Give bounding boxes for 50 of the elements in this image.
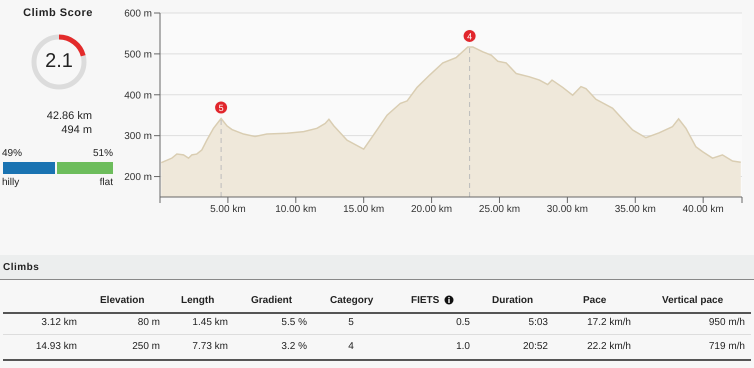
text: 250 m: [132, 341, 160, 352]
text: 3.2 %: [281, 341, 307, 352]
x-tick-label: 10.00 km: [275, 204, 316, 216]
text: Category: [330, 295, 374, 306]
text: flat: [100, 177, 113, 188]
text: 950 m/h: [708, 317, 745, 328]
text: FIETS: [411, 295, 440, 306]
text: hilly: [2, 177, 20, 188]
annotation: 5: [218, 102, 224, 113]
y-tick-label: 200 m: [124, 172, 152, 184]
text: Gradient: [251, 295, 292, 306]
text: 2.1: [44, 50, 74, 73]
text: 5.5 %: [281, 317, 307, 328]
text: 17.2 km/h: [587, 317, 631, 328]
text: Elevation: [100, 295, 144, 306]
text: Climbs: [3, 262, 40, 273]
text: Length: [181, 295, 214, 306]
x-tick-label: 25.00 km: [478, 204, 520, 216]
x-tick-label: 35.00 km: [614, 204, 656, 216]
text: 7.73 km: [192, 341, 228, 352]
x-tick-label: 20.00 km: [411, 204, 452, 216]
text: 49%: [2, 148, 22, 159]
y-tick-label: 300 m: [124, 131, 152, 142]
text: Climb Score: [22, 7, 94, 19]
x-tick-label: 30.00 km: [546, 204, 588, 216]
text: 4: [347, 341, 355, 352]
text: 20:52: [522, 341, 548, 352]
text: 22.2 km/h: [587, 341, 631, 352]
text: 42.86 km: [46, 110, 92, 122]
text: 14.93 km: [36, 341, 77, 352]
text: 51%: [92, 148, 113, 159]
text: Pace: [583, 295, 606, 306]
annotation: 4: [467, 31, 472, 42]
x-tick-label: 15.00 km: [343, 204, 384, 216]
text: 80 m: [138, 317, 160, 328]
x-tick-label: 5.00 km: [210, 204, 246, 216]
x-tick-label: 40.00 km: [682, 204, 724, 216]
y-tick-label: 400 m: [124, 90, 152, 102]
text: 5: [347, 317, 355, 328]
y-tick-label: 500 m: [124, 49, 152, 60]
text: 1.45 km: [192, 317, 228, 328]
text: 5:03: [528, 317, 548, 328]
text: Vertical pace: [662, 295, 724, 306]
y-tick-label: 600 m: [124, 8, 152, 20]
text: 3.12 km: [41, 317, 77, 328]
text: 494 m: [60, 124, 92, 136]
text: 719 m/h: [708, 341, 745, 352]
text: Duration: [492, 295, 534, 306]
text: 0.5: [456, 317, 470, 328]
text: 1.0: [456, 341, 470, 352]
